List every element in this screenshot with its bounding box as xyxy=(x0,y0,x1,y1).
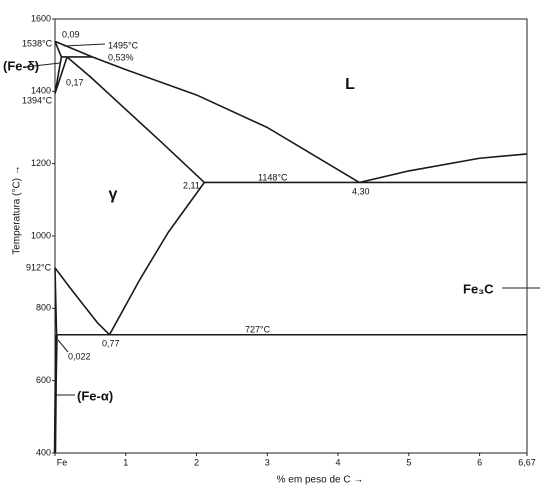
phase-boundary xyxy=(66,56,205,184)
phase-boundary xyxy=(54,267,111,336)
x-tick-label: 3 xyxy=(265,457,270,467)
phase-boundary xyxy=(54,56,68,94)
x-axis-title: % em peso de C → xyxy=(277,475,364,486)
plot-frame xyxy=(54,18,528,454)
annotation: 1495°C xyxy=(108,40,139,50)
y-tick-label: 1200 xyxy=(31,158,51,168)
y-tick-label: 1600 xyxy=(31,13,51,23)
x-tick-label: 6,67 xyxy=(518,457,536,467)
annotation: 0,53% xyxy=(108,52,134,62)
annotation: 1148°C xyxy=(258,172,288,182)
annotation: 0,17 xyxy=(66,77,84,87)
phase-boundary xyxy=(54,41,63,58)
annotation: γ xyxy=(109,186,118,203)
annotation: 727°C xyxy=(245,324,271,334)
x-tick-label: 1 xyxy=(123,457,128,467)
x-tick-label: 2 xyxy=(194,457,199,467)
y-tick-label: 1400 xyxy=(31,86,51,96)
annotation: 0,77 xyxy=(102,338,120,348)
annotation: (Fe-α) xyxy=(77,388,113,403)
x-tick-label: Fe xyxy=(57,457,68,467)
annotation: 1394°C xyxy=(22,95,53,105)
phase-boundary xyxy=(54,267,58,335)
x-tick-label: 5 xyxy=(406,457,411,467)
annotation: 0,022 xyxy=(68,351,91,361)
y-tick-label: 1000 xyxy=(31,230,51,240)
phase-boundary xyxy=(54,56,63,94)
annotation: 2,11 xyxy=(183,180,200,190)
leader-line xyxy=(57,339,69,353)
leader-line xyxy=(63,43,106,47)
phase-boundary xyxy=(108,182,205,336)
annotation: 4,30 xyxy=(352,186,370,196)
y-tick-label: 800 xyxy=(36,303,51,313)
annotation: Fe₃C xyxy=(463,281,494,296)
annotation: 1538°C xyxy=(22,38,53,48)
annotation: L xyxy=(345,76,355,93)
leader-line xyxy=(24,62,61,68)
phase-boundary xyxy=(53,334,58,454)
annotation: 912°C xyxy=(26,262,52,272)
phase-boundary xyxy=(54,40,528,184)
y-tick-label: 400 xyxy=(36,447,51,457)
annotation: (Fe-δ) xyxy=(3,58,39,73)
y-tick-label: 600 xyxy=(36,375,51,385)
x-tick-label: 6 xyxy=(477,457,482,467)
x-tick-label: 4 xyxy=(336,457,341,467)
annotation: 0,09 xyxy=(62,29,80,39)
y-axis-title: Temperatura (°C) → xyxy=(12,165,23,255)
